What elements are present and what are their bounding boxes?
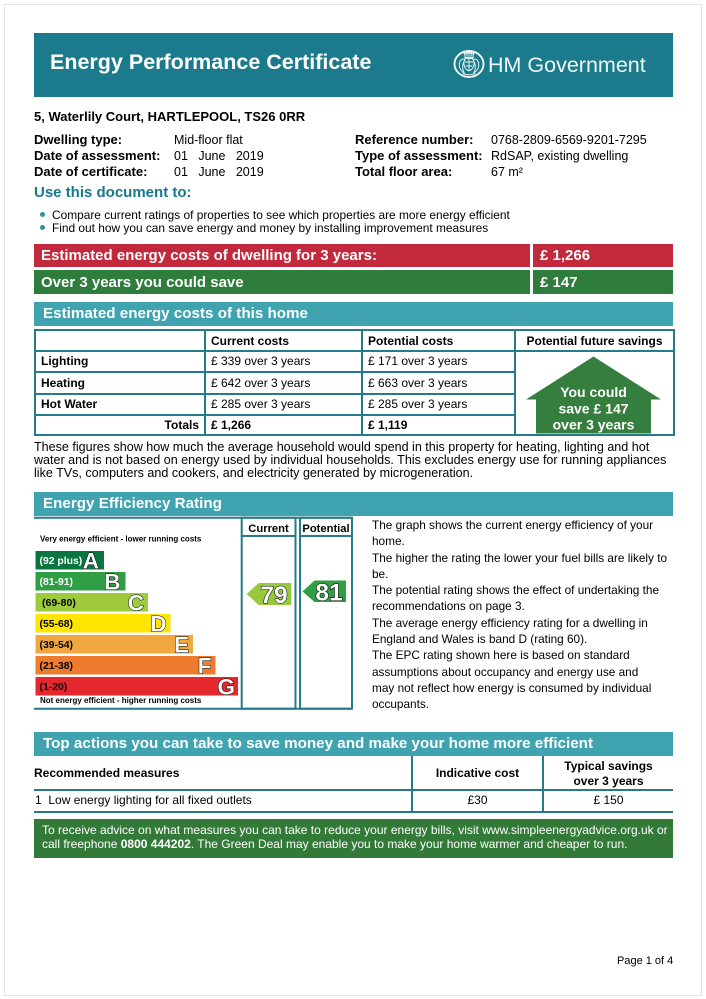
svg-text:G: G — [217, 674, 235, 699]
svg-text:(69-80): (69-80) — [42, 597, 76, 609]
svg-text:Potential: Potential — [302, 523, 349, 535]
svg-text:D: D — [150, 611, 166, 636]
svg-text:B: B — [104, 569, 120, 594]
svg-text:(39-54): (39-54) — [40, 640, 74, 651]
svg-text:(81-91): (81-91) — [40, 577, 74, 588]
svg-text:Not energy efficient - higher: Not energy efficient - higher running co… — [40, 696, 202, 705]
svg-text:over 3 years: over 3 years — [553, 417, 635, 433]
svg-text:You could: You could — [560, 384, 627, 400]
svg-text:save £ 147: save £ 147 — [558, 401, 628, 417]
svg-text:E: E — [174, 632, 189, 657]
svg-text:HM Government: HM Government — [488, 53, 646, 77]
svg-text:79: 79 — [260, 582, 287, 609]
svg-text:F: F — [198, 653, 212, 678]
svg-text:Current: Current — [248, 523, 289, 535]
svg-text:C: C — [128, 590, 144, 615]
svg-text:81: 81 — [315, 580, 342, 607]
svg-text:A: A — [83, 548, 99, 573]
svg-text:(55-68): (55-68) — [40, 619, 74, 630]
svg-text:(92 plus): (92 plus) — [40, 556, 83, 567]
svg-text:Very energy efficient - lower: Very energy efficient - lower running co… — [40, 534, 202, 543]
svg-text:(1-20): (1-20) — [40, 682, 68, 693]
svg-text:(21-38): (21-38) — [40, 661, 74, 672]
